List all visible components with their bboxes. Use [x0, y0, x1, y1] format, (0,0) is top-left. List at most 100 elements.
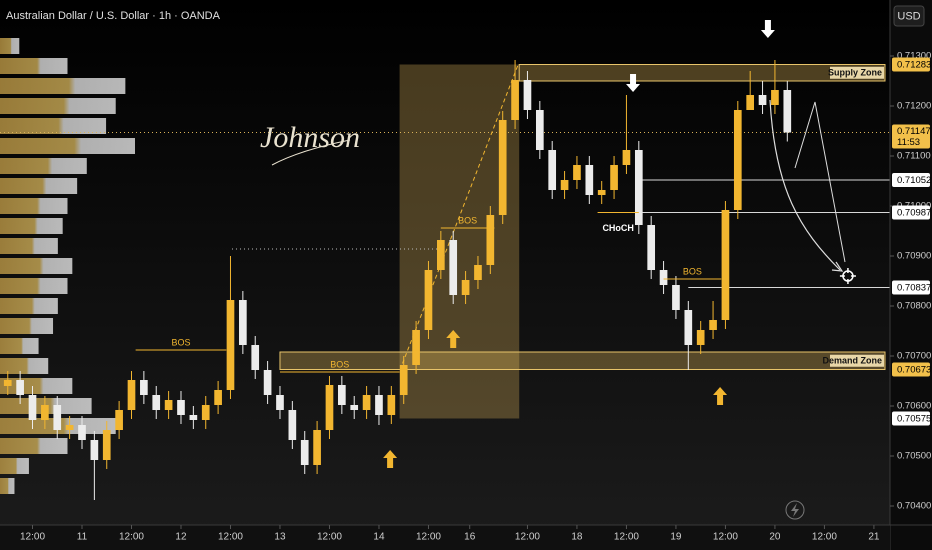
- x-tick-label: 12:00: [218, 532, 243, 543]
- candle-body: [177, 400, 185, 415]
- x-tick-label: 14: [373, 532, 385, 543]
- volume-bar: [0, 358, 49, 374]
- price-tag: [892, 57, 930, 72]
- candle-body: [746, 95, 755, 110]
- candle-body: [313, 430, 321, 465]
- lightning-glyph: [791, 503, 799, 517]
- candle-body: [362, 395, 371, 410]
- candle-body: [647, 225, 656, 270]
- candle-body: [783, 90, 792, 133]
- candle-body: [127, 380, 136, 410]
- candle-body: [164, 400, 173, 410]
- price-tag: [892, 411, 930, 426]
- candle-body: [560, 180, 569, 190]
- x-tick-label: 12:00: [416, 532, 441, 543]
- candle-body: [16, 380, 24, 395]
- currency-button[interactable]: [893, 5, 925, 27]
- volume-bar: [0, 98, 116, 114]
- candle-body: [610, 165, 618, 190]
- candle-body: [498, 120, 507, 215]
- currency-label: USD: [897, 10, 920, 22]
- structure-label: CHoCH: [602, 223, 634, 233]
- candle-body: [152, 395, 161, 410]
- price-tag-label: 0.70837: [897, 283, 931, 294]
- candle-body: [573, 165, 581, 180]
- candle-body: [486, 215, 495, 265]
- signal-arrow: [446, 330, 461, 348]
- candle-body: [65, 425, 74, 430]
- price-tag-label: 0.71052: [897, 175, 931, 186]
- candle-body: [461, 280, 470, 295]
- candle-body: [721, 210, 730, 320]
- price-tag: [892, 173, 930, 187]
- volume-bar: [0, 318, 54, 334]
- lightning-icon[interactable]: [785, 500, 805, 520]
- candle-body: [90, 440, 99, 460]
- zone-label-bg: [830, 66, 884, 79]
- x-tick-label: 20: [769, 532, 781, 543]
- candle-body: [758, 95, 767, 105]
- y-tick-label: 0.70700: [897, 351, 931, 362]
- candle-body: [189, 415, 198, 420]
- x-tick-label: 13: [274, 532, 286, 543]
- candle-body: [288, 410, 297, 440]
- candle-body: [709, 320, 717, 330]
- candle-body: [338, 385, 346, 405]
- candle-body: [622, 150, 631, 165]
- signal-arrow: [383, 450, 398, 468]
- candle-body: [659, 270, 668, 285]
- x-tick-label: 12:00: [20, 532, 45, 543]
- projection-curve: [769, 99, 841, 271]
- candle-body: [226, 300, 235, 390]
- x-tick-label: 12:00: [119, 532, 144, 543]
- zone: [518, 64, 886, 82]
- x-tick-label: 12:00: [812, 532, 837, 543]
- signal-arrow: [626, 74, 641, 92]
- volume-bar: [0, 58, 68, 74]
- current-price-label: 0.71147: [897, 126, 931, 137]
- candle-body: [276, 395, 284, 410]
- zone-label: Demand Zone: [822, 356, 882, 366]
- candle-body: [78, 425, 86, 440]
- signature: Johnson: [260, 121, 360, 154]
- dashed-trend: [399, 64, 519, 371]
- volume-bar: [0, 238, 58, 254]
- y-tick-label: 0.70900: [897, 251, 931, 262]
- time-axis-panel: [0, 525, 890, 550]
- zone-label: Supply Zone: [828, 68, 882, 78]
- candle-body: [375, 395, 383, 415]
- x-tick-label: 12:00: [317, 532, 342, 543]
- candle-body: [535, 110, 544, 150]
- candle-body: [300, 440, 309, 465]
- candle-body: [41, 405, 49, 420]
- volume-bar: [0, 158, 87, 174]
- x-tick-label: 12: [175, 532, 187, 543]
- candle-body: [412, 330, 420, 365]
- candle-body: [696, 330, 705, 345]
- zone-label-bg: [830, 354, 884, 367]
- volume-bar: [0, 138, 135, 154]
- price-tag: [892, 362, 930, 377]
- candle-body: [523, 80, 532, 110]
- front-layer: Supply Zone Demand Zone BOS BOS BOS CHoCH BOS: [3, 20, 884, 500]
- structure-label: BOS: [458, 215, 477, 225]
- projection-arrowhead: [831, 261, 844, 272]
- candle-body: [733, 110, 742, 210]
- candle-body: [214, 390, 222, 405]
- price-axis-panel: [890, 0, 932, 550]
- candle-body: [771, 90, 779, 105]
- candle-body: [239, 300, 247, 345]
- x-tick-label: 18: [571, 532, 583, 543]
- price-tag: [892, 205, 930, 220]
- signature-underline: [271, 139, 351, 166]
- signal-arrow: [760, 20, 775, 38]
- candle-body: [511, 80, 519, 120]
- candle-body: [424, 270, 433, 330]
- y-tick-label: 0.71100: [897, 151, 931, 162]
- price-tag: [892, 280, 930, 295]
- y-tick-label: 0.71300: [897, 51, 931, 62]
- y-tick-label: 0.70800: [897, 301, 931, 312]
- x-tick-label: 19: [670, 532, 682, 543]
- candle-body: [597, 190, 606, 195]
